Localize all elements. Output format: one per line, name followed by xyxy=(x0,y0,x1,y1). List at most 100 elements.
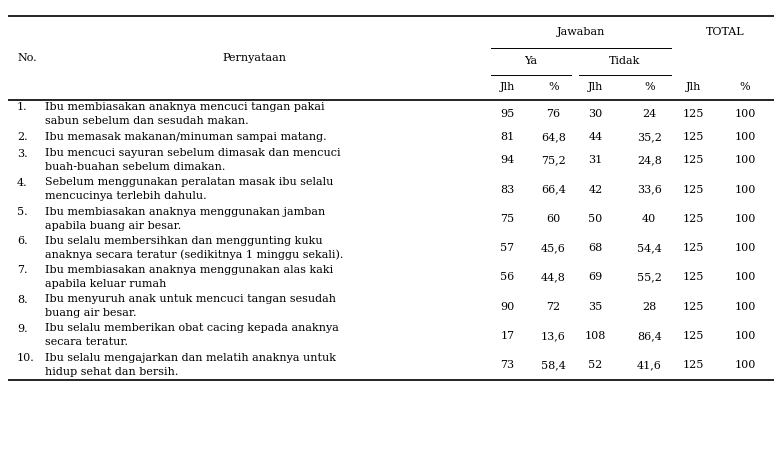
Text: buah-buahan sebelum dimakan.: buah-buahan sebelum dimakan. xyxy=(45,162,225,172)
Text: 90: 90 xyxy=(500,302,515,312)
Text: 100: 100 xyxy=(734,272,755,282)
Text: 125: 125 xyxy=(683,360,705,370)
Text: 100: 100 xyxy=(734,302,755,312)
Text: 100: 100 xyxy=(734,214,755,224)
Text: Ya: Ya xyxy=(524,56,537,66)
Text: 73: 73 xyxy=(500,360,515,370)
Text: 24,8: 24,8 xyxy=(637,155,662,165)
Text: 55,2: 55,2 xyxy=(637,272,662,282)
Text: 10.: 10. xyxy=(17,353,34,363)
Text: 52: 52 xyxy=(589,360,603,370)
Text: 81: 81 xyxy=(500,132,515,142)
Text: 28: 28 xyxy=(642,302,656,312)
Text: 42: 42 xyxy=(589,185,603,195)
Text: 125: 125 xyxy=(683,302,705,312)
Text: mencucinya terlebih dahulu.: mencucinya terlebih dahulu. xyxy=(45,192,206,201)
Text: 24: 24 xyxy=(642,109,656,119)
Text: No.: No. xyxy=(17,53,37,63)
Text: 40: 40 xyxy=(642,214,656,224)
Text: 64,8: 64,8 xyxy=(541,132,566,142)
Text: 100: 100 xyxy=(734,185,755,195)
Text: 31: 31 xyxy=(589,155,603,165)
Text: 60: 60 xyxy=(547,214,561,224)
Text: Ibu membiasakan anaknya mencuci tangan pakai: Ibu membiasakan anaknya mencuci tangan p… xyxy=(45,102,325,112)
Text: 66,4: 66,4 xyxy=(541,185,566,195)
Text: 13,6: 13,6 xyxy=(541,331,566,341)
Text: 72: 72 xyxy=(547,302,561,312)
Text: 86,4: 86,4 xyxy=(637,331,662,341)
Text: 17: 17 xyxy=(500,331,515,341)
Text: 125: 125 xyxy=(683,109,705,119)
Text: Sebelum menggunakan peralatan masak ibu selalu: Sebelum menggunakan peralatan masak ibu … xyxy=(45,177,333,187)
Text: 75,2: 75,2 xyxy=(541,155,566,165)
Text: 95: 95 xyxy=(500,109,515,119)
Text: Jlh: Jlh xyxy=(686,82,701,92)
Text: Tidak: Tidak xyxy=(609,56,640,66)
Text: buang air besar.: buang air besar. xyxy=(45,308,136,318)
Text: 35: 35 xyxy=(589,302,603,312)
Text: 33,6: 33,6 xyxy=(637,185,662,195)
Text: 45,6: 45,6 xyxy=(541,243,566,253)
Text: 54,4: 54,4 xyxy=(637,243,662,253)
Text: 44,8: 44,8 xyxy=(541,272,566,282)
Text: 50: 50 xyxy=(589,214,603,224)
Text: 75: 75 xyxy=(500,214,515,224)
Text: 125: 125 xyxy=(683,155,705,165)
Text: 76: 76 xyxy=(547,109,561,119)
Text: Ibu mencuci sayuran sebelum dimasak dan mencuci: Ibu mencuci sayuran sebelum dimasak dan … xyxy=(45,148,340,158)
Text: %: % xyxy=(644,82,655,92)
Text: hidup sehat dan bersih.: hidup sehat dan bersih. xyxy=(45,367,178,377)
Text: 41,6: 41,6 xyxy=(637,360,662,370)
Text: Ibu memasak makanan/minuman sampai matang.: Ibu memasak makanan/minuman sampai matan… xyxy=(45,132,326,142)
Text: 125: 125 xyxy=(683,185,705,195)
Text: 7.: 7. xyxy=(17,266,27,275)
Text: 4.: 4. xyxy=(17,178,27,188)
Text: Jlh: Jlh xyxy=(588,82,603,92)
Text: 9.: 9. xyxy=(17,324,27,334)
Text: 58,4: 58,4 xyxy=(541,360,566,370)
Text: Pernyataan: Pernyataan xyxy=(222,53,286,63)
Text: 30: 30 xyxy=(589,109,603,119)
Text: 125: 125 xyxy=(683,243,705,253)
Text: 100: 100 xyxy=(734,360,755,370)
Text: Ibu membiasakan anaknya menggunakan alas kaki: Ibu membiasakan anaknya menggunakan alas… xyxy=(45,265,333,275)
Text: Ibu menyuruh anak untuk mencuci tangan sesudah: Ibu menyuruh anak untuk mencuci tangan s… xyxy=(45,294,335,304)
Text: 8.: 8. xyxy=(17,295,27,305)
Text: Ibu membiasakan anaknya menggunakan jamban: Ibu membiasakan anaknya menggunakan jamb… xyxy=(45,206,325,217)
Text: 6.: 6. xyxy=(17,236,27,246)
Text: Ibu selalu memberikan obat cacing kepada anaknya: Ibu selalu memberikan obat cacing kepada… xyxy=(45,323,339,333)
Text: 2.: 2. xyxy=(17,131,27,142)
Text: TOTAL: TOTAL xyxy=(706,27,744,37)
Text: Ibu selalu membersihkan dan menggunting kuku: Ibu selalu membersihkan dan menggunting … xyxy=(45,236,322,246)
Text: %: % xyxy=(740,82,751,92)
Text: 125: 125 xyxy=(683,132,705,142)
Text: 56: 56 xyxy=(500,272,515,282)
Text: Jawaban: Jawaban xyxy=(557,27,604,37)
Text: 5.: 5. xyxy=(17,207,27,217)
Text: 125: 125 xyxy=(683,331,705,341)
Text: %: % xyxy=(548,82,559,92)
Text: 125: 125 xyxy=(683,214,705,224)
Text: 100: 100 xyxy=(734,155,755,165)
Text: anaknya secara teratur (sedikitnya 1 minggu sekali).: anaknya secara teratur (sedikitnya 1 min… xyxy=(45,250,343,260)
Text: secara teratur.: secara teratur. xyxy=(45,337,127,348)
Text: Jlh: Jlh xyxy=(500,82,515,92)
Text: 94: 94 xyxy=(500,155,515,165)
Text: 100: 100 xyxy=(734,109,755,119)
Text: 44: 44 xyxy=(589,132,603,142)
Text: 68: 68 xyxy=(589,243,603,253)
Text: 100: 100 xyxy=(734,243,755,253)
Text: 35,2: 35,2 xyxy=(637,132,662,142)
Text: Ibu selalu mengajarkan dan melatih anaknya untuk: Ibu selalu mengajarkan dan melatih anakn… xyxy=(45,353,335,363)
Text: 69: 69 xyxy=(589,272,603,282)
Text: apabila buang air besar.: apabila buang air besar. xyxy=(45,220,181,231)
Text: 100: 100 xyxy=(734,331,755,341)
Text: 125: 125 xyxy=(683,272,705,282)
Text: 1.: 1. xyxy=(17,103,27,112)
Text: 83: 83 xyxy=(500,185,515,195)
Text: sabun sebelum dan sesudah makan.: sabun sebelum dan sesudah makan. xyxy=(45,116,248,126)
Text: 57: 57 xyxy=(500,243,515,253)
Text: 100: 100 xyxy=(734,132,755,142)
Text: 108: 108 xyxy=(585,331,606,341)
Text: 3.: 3. xyxy=(17,149,27,158)
